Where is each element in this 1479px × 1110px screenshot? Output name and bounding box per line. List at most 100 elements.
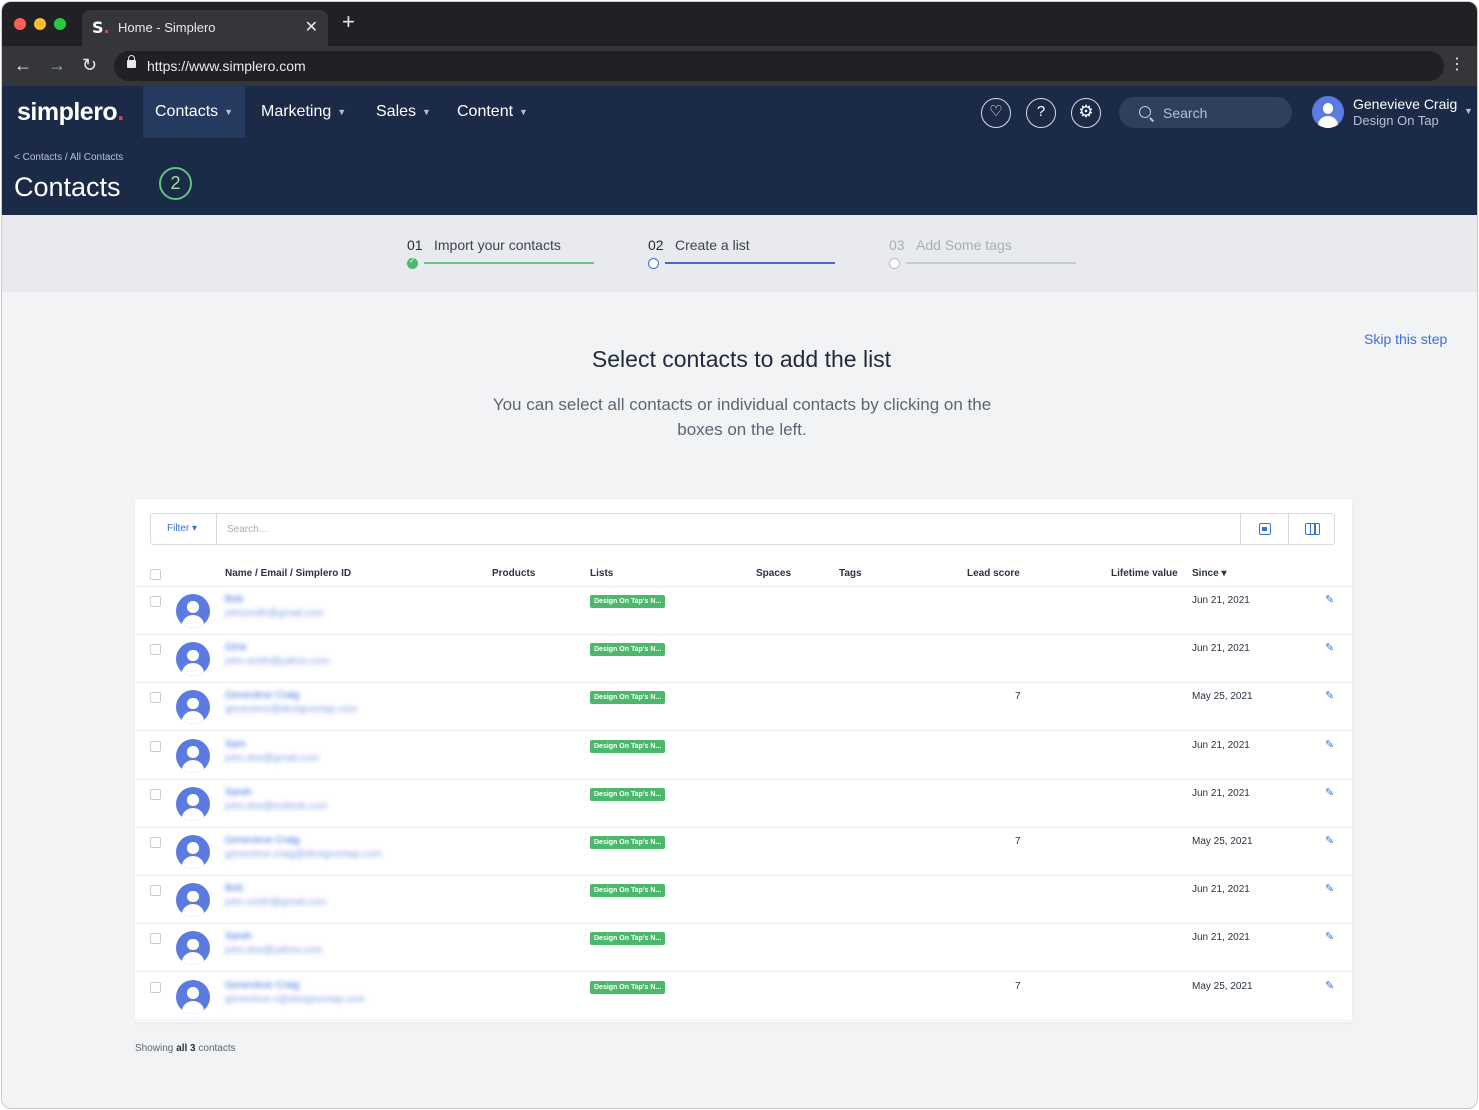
list-badge[interactable]: Design On Tap's N... xyxy=(590,836,666,849)
reload-icon[interactable]: ↻ xyxy=(82,55,98,75)
step-import-contacts[interactable]: 01 Import your contacts xyxy=(407,237,597,277)
row-checkbox[interactable] xyxy=(150,837,161,848)
column-header-products[interactable]: Products xyxy=(492,568,536,579)
table-row[interactable]: Bob johnsmith@gmail.com Design On Tap's N.… xyxy=(135,587,1352,635)
nav-contacts[interactable]: Contacts ▼ xyxy=(143,86,246,138)
contact-name[interactable]: Gina xyxy=(225,642,247,654)
browser-tab[interactable]: S. Home - Simplero ✕ xyxy=(82,10,328,46)
breadcrumb[interactable]: < Contacts / All Contacts xyxy=(14,152,124,163)
table-row[interactable]: Sarah john.doe@yahoo.com Design On Tap's N… xyxy=(135,924,1352,973)
maximize-window-button[interactable] xyxy=(54,18,66,30)
list-badge[interactable]: Design On Tap's N... xyxy=(590,787,666,801)
contact-avatar[interactable] xyxy=(176,738,210,773)
list-badge[interactable]: Design On Tap's N... xyxy=(590,932,666,946)
check-circle-icon xyxy=(407,256,418,269)
filter-button[interactable]: Filter ▾ xyxy=(151,514,217,544)
skip-step-link[interactable]: Skip this step xyxy=(1364,331,1448,347)
pencil-icon[interactable]: ✎ xyxy=(1325,835,1335,847)
contact-name[interactable]: Genevieve Craig xyxy=(225,690,300,702)
contact-avatar[interactable] xyxy=(176,786,210,821)
gear-icon[interactable]: ⚙ xyxy=(1071,98,1101,128)
pencil-icon[interactable]: ✎ xyxy=(1325,738,1335,751)
list-badge[interactable]: Design On Tap's N... xyxy=(590,643,666,657)
url-bar[interactable]: https://www.simplero.com xyxy=(114,51,1444,81)
forward-arrow-icon[interactable]: → xyxy=(48,55,66,75)
list-badge[interactable]: Design On Tap's N... xyxy=(590,884,666,898)
contact-avatar[interactable] xyxy=(176,931,210,966)
column-header-lists[interactable]: Lists xyxy=(590,568,614,579)
browser-menu-icon[interactable]: ⋮ xyxy=(1449,56,1465,73)
chevron-down-icon[interactable]: ▼ xyxy=(1464,106,1473,116)
pencil-icon[interactable]: ✎ xyxy=(1325,642,1335,655)
pencil-icon[interactable]: ✎ xyxy=(1325,979,1335,992)
row-checkbox[interactable] xyxy=(150,644,161,656)
since-date: Jun 21, 2021 xyxy=(1192,932,1250,944)
table-search-input[interactable] xyxy=(218,514,1238,544)
column-header-lead-score[interactable]: Lead score xyxy=(967,568,1020,579)
nav-content[interactable]: Content ▼ xyxy=(457,103,528,121)
global-search[interactable]: Search xyxy=(1119,97,1292,128)
column-header-lifetime-value[interactable]: Lifetime value xyxy=(1111,568,1178,579)
close-icon[interactable]: ✕ xyxy=(304,19,318,36)
row-checkbox[interactable] xyxy=(150,596,161,607)
row-checkbox[interactable] xyxy=(150,885,161,897)
contact-avatar[interactable] xyxy=(176,979,210,1014)
contact-name[interactable]: Sarah xyxy=(225,786,252,798)
table-row[interactable]: Sarah john.doe@outlook.com Design On Tap's… xyxy=(135,780,1352,828)
pencil-icon[interactable]: ✎ xyxy=(1325,786,1335,799)
contact-avatar[interactable] xyxy=(176,835,210,869)
table-row[interactable]: Genevieve Craig genevieve.craig@designont… xyxy=(135,828,1352,876)
row-checkbox[interactable] xyxy=(150,692,161,704)
contact-name[interactable]: Bob xyxy=(225,883,243,895)
table-row[interactable]: Sam john.doe@gmail.com Design On Tap's N..… xyxy=(135,732,1352,780)
column-header-spaces[interactable]: Spaces xyxy=(756,568,792,579)
minimize-window-button[interactable] xyxy=(34,18,46,30)
pencil-icon[interactable]: ✎ xyxy=(1325,883,1335,896)
contact-avatar[interactable] xyxy=(176,594,210,628)
list-badge[interactable]: Design On Tap's N... xyxy=(590,980,666,994)
table-row[interactable]: Gina john.smith@yahoo.com Design On Tap's … xyxy=(135,635,1352,684)
browser-tabbar: S. Home - Simplero ✕ + xyxy=(2,2,1477,46)
back-arrow-icon[interactable]: ← xyxy=(14,55,32,75)
row-checkbox[interactable] xyxy=(150,933,161,945)
user-avatar[interactable] xyxy=(1312,96,1344,128)
row-checkbox[interactable] xyxy=(150,788,161,800)
list-badge[interactable]: Design On Tap's N... xyxy=(590,595,666,608)
new-tab-button[interactable]: + xyxy=(342,9,355,34)
user-name[interactable]: Genevieve Craig xyxy=(1353,96,1458,112)
heart-icon[interactable]: ♡ xyxy=(981,98,1011,128)
column-header-tags[interactable]: Tags xyxy=(839,568,862,579)
column-header-since[interactable]: Since ▾ xyxy=(1192,568,1227,579)
contact-name[interactable]: Genevieve Craig xyxy=(225,835,300,846)
list-badge[interactable]: Design On Tap's N... xyxy=(590,739,666,753)
contact-avatar[interactable] xyxy=(176,690,210,725)
row-checkbox[interactable] xyxy=(150,981,161,993)
column-header-name[interactable]: Name / Email / Simplero ID xyxy=(225,568,352,579)
contact-name[interactable]: Sam xyxy=(225,738,246,750)
simplero-logo[interactable]: simplero. xyxy=(17,98,124,126)
nav-sales[interactable]: Sales ▼ xyxy=(376,103,431,121)
contact-name[interactable]: Genevieve Craig xyxy=(225,979,300,991)
contact-avatar[interactable] xyxy=(176,642,210,677)
step-add-tags[interactable]: 03 Add Some tags xyxy=(889,237,1079,277)
pencil-icon[interactable]: ✎ xyxy=(1325,690,1335,703)
table-row[interactable]: Genevieve Craig genevieve@designontap.com… xyxy=(135,683,1352,732)
step-create-list[interactable]: 02 Create a list xyxy=(648,237,838,277)
contact-name[interactable]: Sarah xyxy=(225,931,252,943)
table-row[interactable]: Genevieve Craig genevieve.c@designontap.c… xyxy=(135,973,1352,1021)
close-window-button[interactable] xyxy=(14,18,26,30)
pencil-icon[interactable]: ✎ xyxy=(1325,931,1335,944)
contact-email: john.doe@yahoo.com xyxy=(225,945,323,957)
help-icon[interactable]: ? xyxy=(1026,98,1056,128)
columns-button[interactable] xyxy=(1288,514,1336,544)
contact-avatar[interactable] xyxy=(176,883,210,918)
row-checkbox[interactable] xyxy=(150,740,161,752)
table-row[interactable]: Bob john.smith@gmail.com Design On Tap's N… xyxy=(135,876,1352,925)
select-all-checkbox[interactable] xyxy=(150,569,161,580)
pencil-icon[interactable]: ✎ xyxy=(1325,594,1335,606)
nav-marketing[interactable]: Marketing ▼ xyxy=(261,103,347,121)
url-text[interactable]: https://www.simplero.com xyxy=(147,58,306,74)
list-badge[interactable]: Design On Tap's N... xyxy=(590,691,666,705)
contact-name[interactable]: Bob xyxy=(225,594,243,605)
date-range-button[interactable] xyxy=(1240,514,1288,544)
